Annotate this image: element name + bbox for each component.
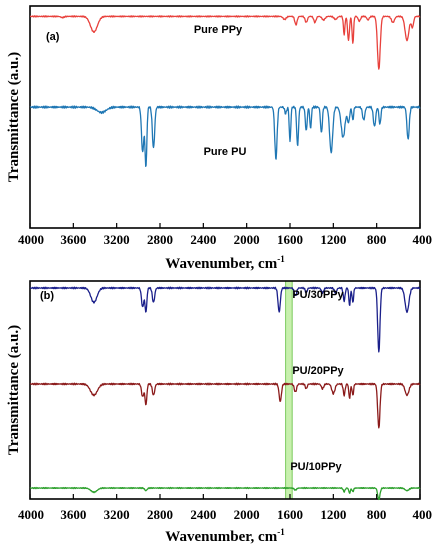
x-tick-label: 2000 (234, 507, 260, 522)
x-tick-label: 2800 (147, 232, 173, 247)
x-tick-label: 1200 (320, 232, 346, 247)
panel-a: (a) Pure PPy Pure PU 4000 3600 3200 2800 2400… (6, 5, 432, 272)
panel-b-series-layer: PU/30PPy PU/20PPy PU/10PPy (29, 286, 421, 501)
series-label: Pure PPy (194, 24, 243, 36)
series-line-pu-10ppy (29, 486, 421, 501)
panel-a-xlabel-sup: -1 (277, 254, 285, 264)
x-tick-label: 1200 (320, 507, 346, 522)
x-tick-label: 400 (413, 507, 433, 522)
series-line-pu-30ppy (29, 286, 421, 353)
panel-b-xlabel: Wavenumber, cm-1 (165, 527, 285, 545)
panel-b-frame (29, 280, 421, 500)
panel-b-xlabel-sup: -1 (277, 527, 285, 537)
x-tick-label: 2400 (190, 507, 216, 522)
panel-a-xlabel-text: Wavenumber, cm (165, 256, 277, 272)
series-label: Pure PU (204, 146, 247, 158)
panel-a-series-layer: Pure PPy Pure PU (29, 15, 421, 168)
series-line-pu-20ppy (29, 382, 421, 429)
panel-a-xlabel: Wavenumber, cm-1 (165, 254, 285, 272)
panel-b-label: (b) (40, 290, 54, 302)
panel-a-frame (29, 5, 421, 229)
x-tick-label: 3200 (104, 232, 130, 247)
x-tick-label: 1600 (277, 232, 303, 247)
panel-a-ticks: 4000 3600 3200 2800 2400 2000 1600 1200 800 400 (18, 223, 432, 247)
panel-b-ticks: 4000 3600 3200 2800 2400 2000 1600 1200 800 400 (18, 494, 432, 522)
x-tick-label: 3600 (60, 507, 86, 522)
x-tick-label: 4000 (18, 232, 44, 247)
panel-b-xlabel-text: Wavenumber, cm (165, 529, 277, 545)
x-tick-label: 800 (367, 232, 387, 247)
panel-b-ylabel: Transmittance (a.u.) (6, 325, 22, 455)
series-label: PU/10PPy (290, 461, 342, 473)
x-tick-label: 2400 (190, 232, 216, 247)
x-tick-label: 3600 (60, 232, 86, 247)
series-line-pure-pu (29, 105, 421, 168)
series-line-pure-ppy (29, 15, 421, 70)
x-tick-label: 2000 (234, 232, 260, 247)
x-tick-label: 3200 (104, 507, 130, 522)
x-tick-label: 2800 (147, 507, 173, 522)
x-tick-label: 4000 (18, 507, 44, 522)
panel-b: (b) PU/30PPy PU/20PPy PU/10PPy 4000 3600 320… (6, 280, 432, 545)
series-label: PU/20PPy (292, 365, 344, 377)
panel-a-label: (a) (46, 31, 60, 43)
panel-a-ylabel: Transmittance (a.u.) (6, 52, 22, 182)
x-tick-label: 800 (367, 507, 387, 522)
x-tick-label: 400 (413, 232, 433, 247)
x-tick-label: 1600 (277, 507, 303, 522)
series-label: PU/30PPy (292, 289, 344, 301)
